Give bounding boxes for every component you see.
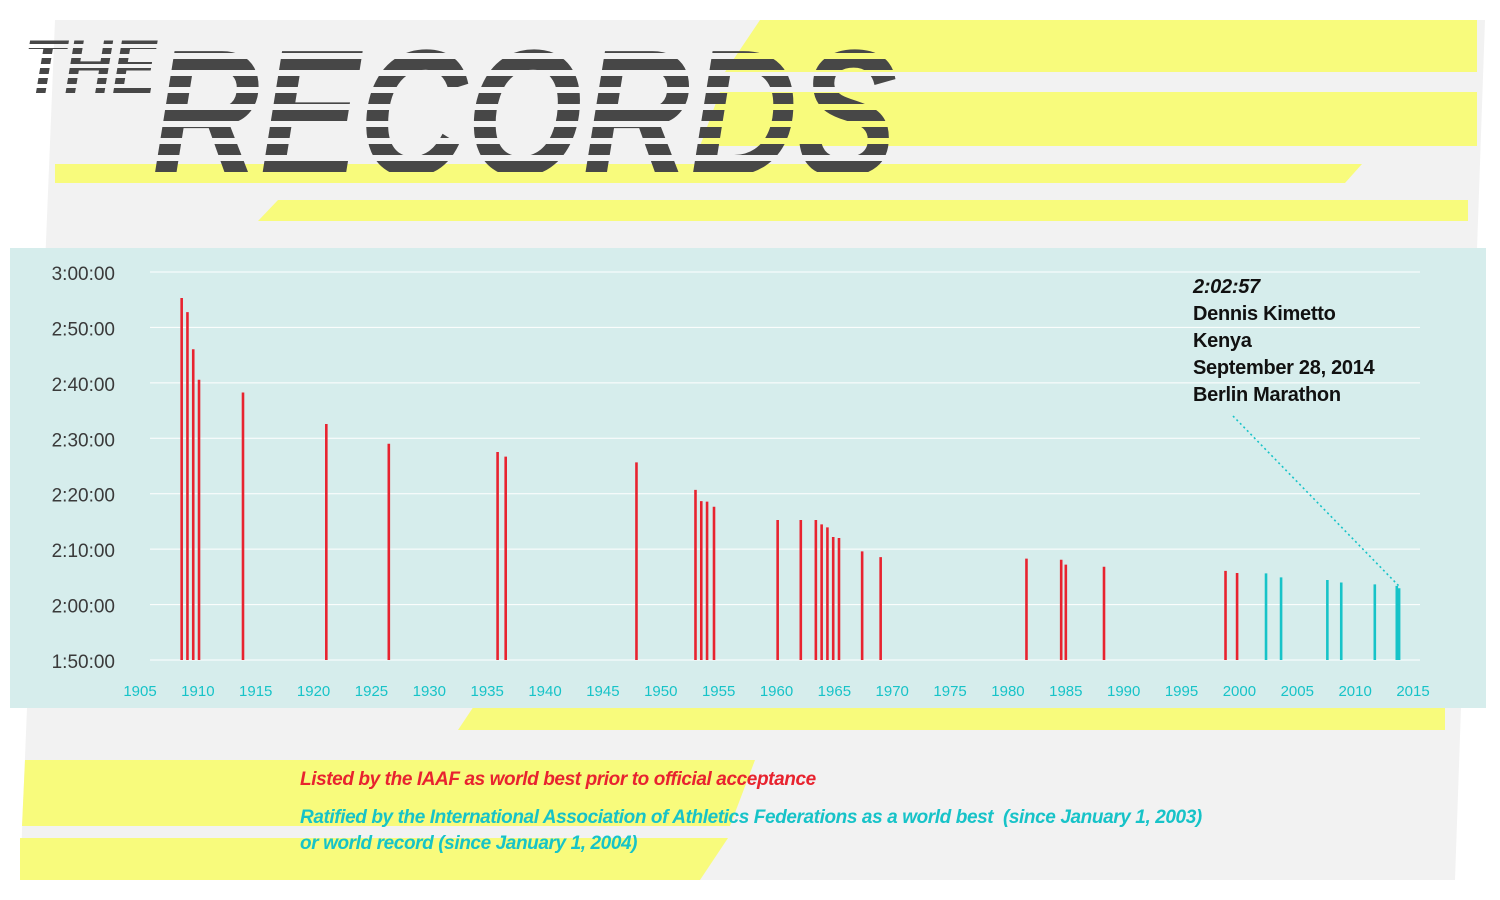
grid — [150, 271, 1420, 661]
x-tick-label: 2015 — [1396, 683, 1429, 700]
y-tick-label: 2:50:00 — [52, 319, 115, 340]
chart-panel — [10, 248, 1486, 708]
x-tick-label: 1955 — [702, 683, 735, 700]
x-tick-label: 1975 — [933, 683, 966, 700]
highlight-band — [22, 760, 755, 826]
x-tick-label: 1950 — [644, 683, 677, 700]
x-tick-label: 1985 — [1049, 683, 1082, 700]
callout-time: 2:02:57 — [1193, 276, 1260, 298]
title-word-the: THE — [24, 25, 158, 110]
legend-unofficial: Listed by the IAAF as world best prior t… — [300, 769, 816, 790]
x-tick-label: 1935 — [470, 683, 503, 700]
x-tick-label: 1960 — [760, 683, 793, 700]
records-chart: 3:00:00 2:50:00 2:40:00 2:30:00 2:20:00 2:10:… — [52, 264, 1430, 700]
callout-country: Kenya — [1193, 330, 1252, 352]
x-tick-label: 1920 — [297, 683, 330, 700]
x-tick-label: 1925 — [355, 683, 388, 700]
x-tick-label: 2010 — [1338, 683, 1371, 700]
highlight-band — [55, 164, 1362, 183]
background-decoration — [10, 20, 1486, 880]
highlight-band — [700, 92, 1477, 146]
record-bars — [180, 298, 1401, 660]
x-tick-label: 1940 — [528, 683, 561, 700]
y-tick-label: 2:00:00 — [52, 597, 115, 618]
x-tick-label: 1905 — [123, 683, 156, 700]
x-axis-labels: 1905 1910 1915 1920 1925 1930 1935 1940 1945 1950… — [123, 683, 1429, 700]
x-tick-label: 1970 — [876, 683, 909, 700]
x-tick-label: 1995 — [1165, 683, 1198, 700]
x-tick-label: 1930 — [413, 683, 446, 700]
callout-event: Berlin Marathon — [1193, 384, 1341, 406]
y-tick-label: 2:20:00 — [52, 486, 115, 507]
x-tick-label: 1910 — [181, 683, 214, 700]
x-tick-label: 1945 — [586, 683, 619, 700]
highlight-band — [20, 838, 728, 880]
x-tick-label: 2005 — [1281, 683, 1314, 700]
callout-runner-name: Dennis Kimetto — [1193, 303, 1336, 325]
x-tick-label: 2000 — [1223, 683, 1256, 700]
y-tick-label: 2:10:00 — [52, 541, 115, 562]
legend-ratified-line-1: Ratified by the International Associatio… — [300, 807, 1202, 828]
y-tick-label: 2:40:00 — [52, 375, 115, 396]
x-tick-label: 1980 — [991, 683, 1024, 700]
highlight-band — [258, 200, 1468, 221]
highlight-band — [725, 20, 1477, 72]
y-axis-labels: 3:00:00 2:50:00 2:40:00 2:30:00 2:20:00 2:10:… — [52, 264, 115, 673]
y-tick-label: 1:50:00 — [52, 652, 115, 673]
y-tick-label: 2:30:00 — [52, 430, 115, 451]
x-tick-label: 1915 — [239, 683, 272, 700]
legend-ratified-line-2: or world record (since January 1, 2004) — [300, 833, 638, 854]
x-tick-label: 1965 — [818, 683, 851, 700]
callout-date: September 28, 2014 — [1193, 357, 1375, 379]
x-tick-label: 1990 — [1107, 683, 1140, 700]
y-tick-label: 3:00:00 — [52, 264, 115, 285]
